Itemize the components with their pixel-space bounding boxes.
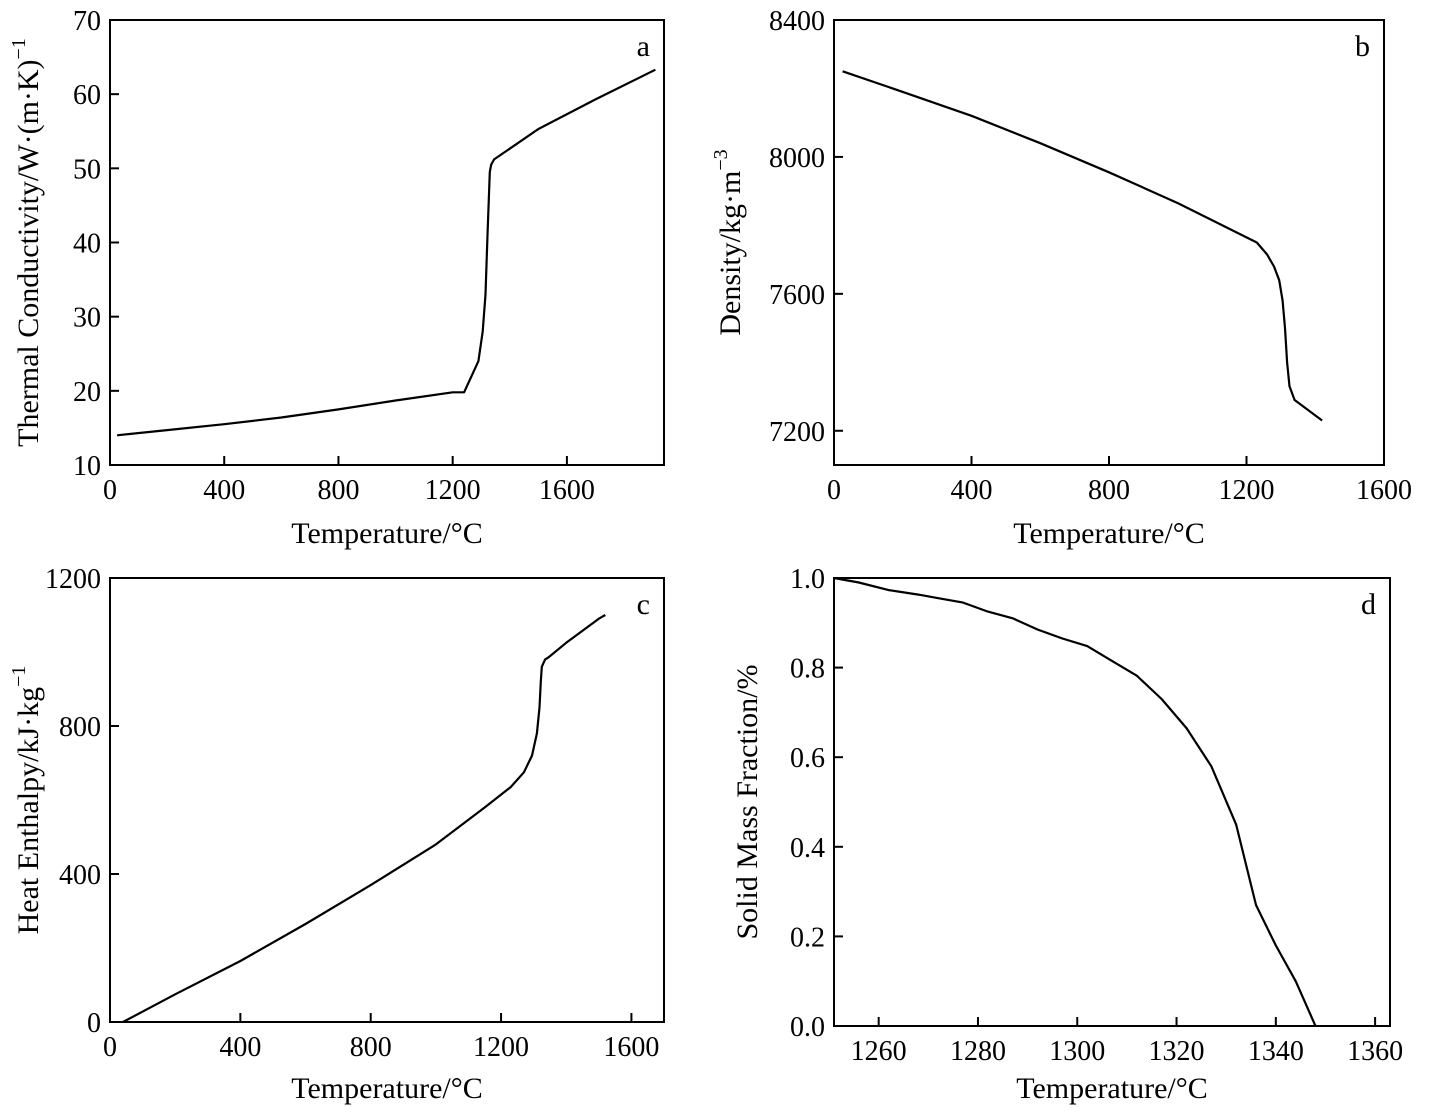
y-tick-label: 40 [73,229,101,260]
y-axis-title-text: Heat Enthalpy/kJ·kg [12,687,45,934]
y-axis-title: Density/kg·m−3 [710,149,747,335]
chart-panel-b: 0 400 800 1200 1600 7200 7600 8000 8400 b Temperat… [710,6,1412,550]
y-tick-label: 70 [73,6,101,37]
x-axis-title: Temperature/°C [1016,1072,1207,1105]
x-tick-label: 1340 [1248,1036,1304,1067]
x-tick-label: 1200 [1219,475,1275,506]
y-tick-label: 1200 [45,564,101,595]
x-tick-label: 800 [1088,475,1130,506]
y-axis-title: Solid Mass Fraction/% [731,665,764,940]
y-tick-label: 7200 [769,417,825,448]
x-tick-label: 1200 [425,475,481,506]
x-tick-label: 1600 [603,1032,659,1063]
y-tick-label: 0 [87,1008,101,1039]
plot-frame [833,19,1385,466]
chart-panel-d: 1260 1280 1300 1320 1340 1360 0.0 0.2 0.4 0.6 0.8 1… [731,564,1403,1105]
x-axis-title: Temperature/°C [291,1072,482,1105]
y-axis-title-text: Thermal Conductivity/W·(m·K) [12,59,45,446]
series-line-a [116,68,656,437]
y-axis-title-superscript: −3 [710,149,732,170]
y-tick-label: 10 [73,451,101,482]
y-tick-label: 7600 [769,280,825,311]
y-tick-label: 8400 [769,6,825,37]
y-tick-label: 0.6 [790,743,825,774]
y-tick-label: 8000 [769,143,825,174]
series-line-c [122,614,606,1023]
x-tick-label: 0 [103,475,117,506]
plot-frame [109,577,665,1023]
series-line-d [833,576,1317,1027]
x-tick-label: 1360 [1347,1036,1403,1067]
x-tick-label: 1300 [1049,1036,1105,1067]
x-tick-label: 800 [317,475,359,506]
x-tick-label: 1600 [1356,475,1412,506]
plot-frame [833,577,1391,1027]
y-axis-title: Heat Enthalpy/kJ·kg−1 [8,666,45,935]
y-tick-label: 20 [73,377,101,408]
panel-label: c [637,588,650,621]
y-tick-label: 50 [73,154,101,185]
chart-panel-a: 0 400 800 1200 1600 10 20 30 40 50 60 70 a Temperatur… [8,6,665,550]
y-axis-title: Thermal Conductivity/W·(m·K)−1 [8,38,45,447]
y-axis-title-text: Density/kg·m [714,171,747,336]
y-tick-label: 0.4 [790,833,825,864]
chart-panel-c: 0 400 800 1200 1600 0 400 800 1200 c Temperature/°… [8,564,665,1105]
plot-frame [109,19,665,466]
x-tick-label: 1320 [1149,1036,1205,1067]
y-tick-label: 400 [59,860,101,891]
x-tick-label: 800 [350,1032,392,1063]
y-tick-label: 0.8 [790,654,825,685]
y-tick-label: 800 [59,712,101,743]
panel-label: b [1355,30,1370,63]
y-tick-label: 0.2 [790,922,825,953]
x-tick-label: 400 [219,1032,261,1063]
x-tick-label: 1260 [851,1036,907,1067]
x-axis-title: Temperature/°C [291,517,482,550]
y-tick-label: 30 [73,303,101,334]
y-axis-title-superscript: −1 [8,38,30,59]
x-tick-label: 400 [951,475,993,506]
y-tick-label: 0.0 [790,1012,825,1043]
y-axis-title-superscript: −1 [8,666,30,687]
panel-label: a [637,30,650,63]
y-axis-title-text: Solid Mass Fraction/% [731,665,764,940]
x-tick-label: 0 [103,1032,117,1063]
y-tick-label: 60 [73,80,101,111]
x-axis-title: Temperature/°C [1013,517,1204,550]
x-tick-label: 400 [203,475,245,506]
x-tick-label: 0 [827,475,841,506]
panel-label: d [1361,588,1376,621]
x-tick-label: 1600 [539,475,595,506]
x-tick-label: 1200 [473,1032,529,1063]
y-tick-label: 1.0 [790,564,825,595]
series-line-b [842,70,1323,422]
x-tick-label: 1280 [950,1036,1006,1067]
